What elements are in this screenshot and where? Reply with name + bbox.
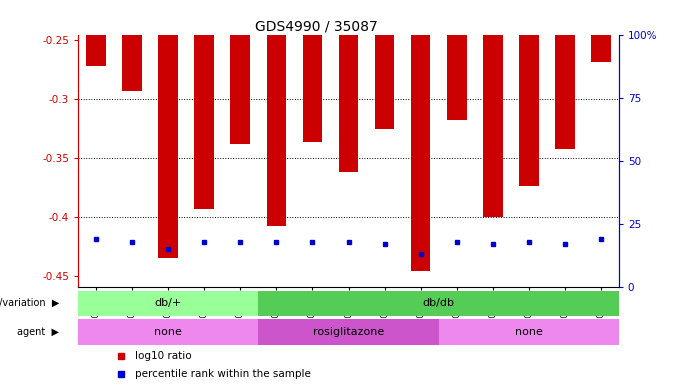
Text: genotype/variation  ▶: genotype/variation ▶ — [0, 298, 59, 308]
Bar — [339, 35, 358, 172]
Bar — [194, 35, 214, 209]
Bar — [258, 319, 439, 344]
Bar — [447, 35, 466, 121]
Title: GDS4990 / 35087: GDS4990 / 35087 — [255, 20, 377, 33]
Text: rosiglitazone: rosiglitazone — [313, 327, 384, 337]
Bar — [439, 319, 619, 344]
Text: db/db: db/db — [422, 298, 455, 308]
Bar — [158, 35, 178, 258]
Bar — [375, 35, 394, 129]
Bar — [303, 35, 322, 142]
Text: none: none — [154, 327, 182, 337]
Bar — [122, 35, 142, 91]
Bar — [555, 35, 575, 149]
Bar — [483, 35, 503, 217]
Bar — [258, 291, 619, 316]
Bar — [86, 35, 106, 66]
Bar — [78, 319, 258, 344]
Text: log10 ratio: log10 ratio — [135, 351, 192, 361]
Bar — [591, 35, 611, 61]
Bar — [519, 35, 539, 186]
Bar — [267, 35, 286, 226]
Bar — [78, 291, 258, 316]
Text: db/+: db/+ — [154, 298, 182, 308]
Text: percentile rank within the sample: percentile rank within the sample — [135, 369, 311, 379]
Text: none: none — [515, 327, 543, 337]
Bar — [411, 35, 430, 271]
Bar — [231, 35, 250, 144]
Text: agent  ▶: agent ▶ — [17, 327, 59, 337]
